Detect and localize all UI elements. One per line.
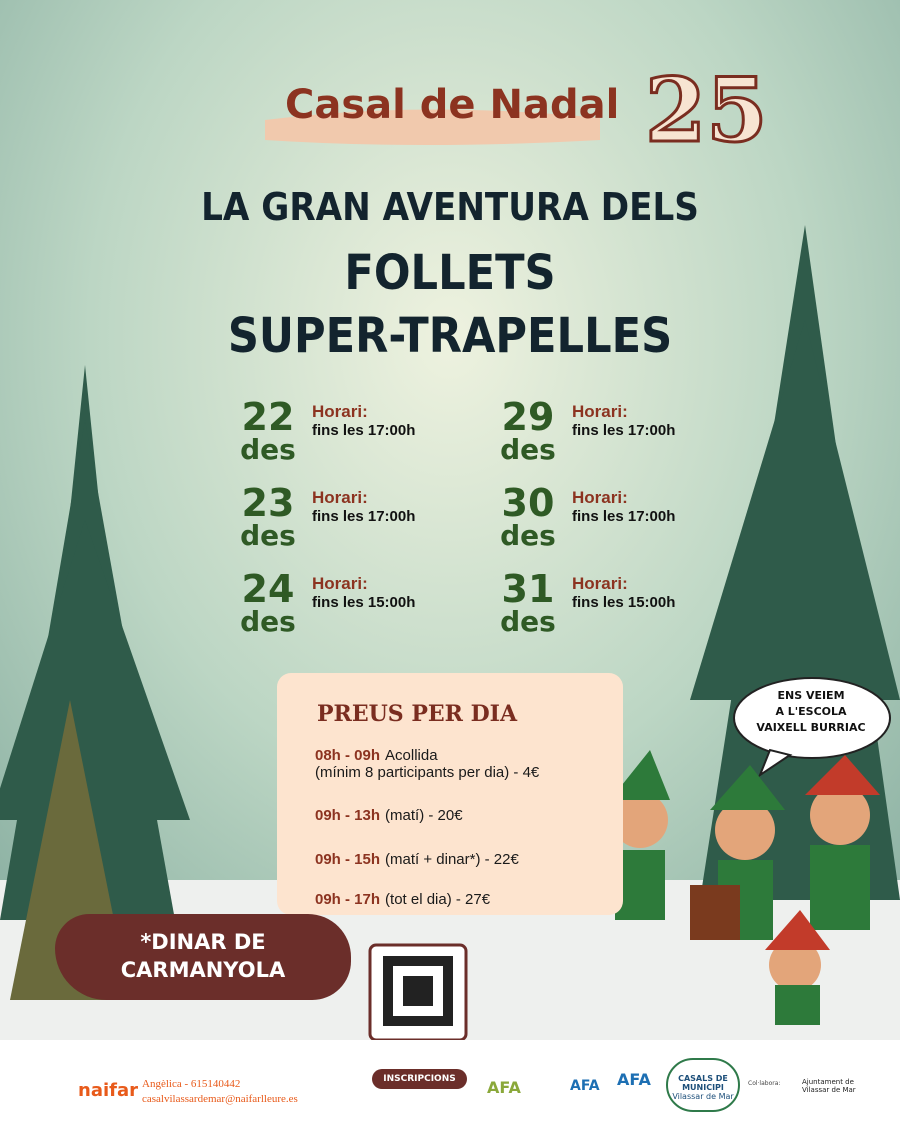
hours-label: Horari: bbox=[572, 488, 628, 507]
date: 24 des bbox=[228, 570, 308, 636]
headline: FOLLETS bbox=[344, 245, 556, 301]
hours: Horari: fins les 17:00h bbox=[572, 402, 675, 439]
speech-line: ENS VEIEM bbox=[777, 689, 845, 702]
headline: LA GRAN AVENTURA DELS bbox=[201, 185, 699, 229]
logo: AFA bbox=[617, 1070, 651, 1089]
logo: AFA bbox=[487, 1078, 521, 1097]
email: casalvilassardemar@naifarlleure.es bbox=[142, 1093, 298, 1105]
hours-text: fins les 15:00h bbox=[572, 594, 676, 611]
hours: Horari: fins les 15:00h bbox=[312, 574, 415, 611]
date: 31 des bbox=[488, 570, 568, 636]
collab: Col·labora: bbox=[748, 1080, 781, 1087]
speech-line: VAIXELL BURRIAC bbox=[756, 721, 866, 734]
year: 25 bbox=[643, 57, 768, 164]
day-number: 31 bbox=[501, 567, 555, 611]
hours-label: Horari: bbox=[572, 574, 628, 593]
price-text: (tot el dia) - 27€ bbox=[385, 891, 491, 908]
speech-line: A L'ESCOLA bbox=[775, 705, 847, 718]
price-time: 09h - 13h bbox=[315, 807, 381, 824]
speech-bubble: ENS VEIEM A L'ESCOLA VAIXELL BURRIAC bbox=[736, 688, 886, 736]
lunch-note: *DINAR DE CARMANYOLA bbox=[55, 914, 351, 1000]
price-time: 09h - 15h bbox=[315, 851, 381, 868]
date: 30 des bbox=[488, 484, 568, 550]
price-box: PREUS PER DIA 08h - 09h Acollida (mínim 8 … bbox=[277, 673, 623, 915]
note-line: CARMANYOLA bbox=[120, 958, 286, 982]
price-time: 09h - 17h bbox=[315, 891, 381, 908]
month: des bbox=[500, 519, 556, 552]
hours-label: Horari: bbox=[572, 402, 628, 421]
month: des bbox=[500, 605, 556, 638]
headline: SUPER-TRAPELLES bbox=[227, 308, 673, 364]
council: Ajuntament de Vilassar de Mar bbox=[802, 1078, 856, 1094]
hours-text: fins les 17:00h bbox=[312, 422, 416, 439]
logo-text: Vilassar de Mar bbox=[672, 1092, 734, 1101]
price-item: 09h - 17h (tot el dia) - 27€ bbox=[315, 891, 490, 908]
price-time: 08h - 09h bbox=[315, 747, 381, 764]
hours: Horari: fins les 15:00h bbox=[572, 574, 675, 611]
qr-label: INSCRIPCIONS bbox=[372, 1069, 467, 1089]
day-number: 23 bbox=[241, 481, 295, 525]
hours-text: fins les 17:00h bbox=[572, 508, 676, 525]
day-number: 29 bbox=[501, 395, 555, 439]
hours: Horari: fins les 17:00h bbox=[312, 488, 415, 525]
price-item: 09h - 13h (matí) - 20€ bbox=[315, 807, 463, 824]
hours-label: Horari: bbox=[312, 574, 368, 593]
month: des bbox=[500, 433, 556, 466]
date: 22 des bbox=[228, 398, 308, 464]
day-number: 30 bbox=[501, 481, 555, 525]
hours-label: Horari: bbox=[312, 402, 368, 421]
date: 29 des bbox=[488, 398, 568, 464]
price-text: (matí + dinar*) - 22€ bbox=[385, 851, 519, 868]
price-text: Acollida bbox=[385, 747, 438, 764]
logo: AFA bbox=[570, 1078, 600, 1094]
price-title: PREUS PER DIA bbox=[317, 701, 518, 727]
price-note: (mínim 8 participants per dia) - 4€ bbox=[315, 764, 540, 781]
note-line: *DINAR DE bbox=[140, 930, 266, 954]
price-item: 09h - 15h (matí + dinar*) - 22€ bbox=[315, 851, 519, 868]
logo-text: CASALS DE MUNICIPI bbox=[678, 1074, 728, 1092]
hours-text: fins les 15:00h bbox=[312, 594, 416, 611]
month: des bbox=[240, 433, 296, 466]
hours-text: fins les 17:00h bbox=[312, 508, 416, 525]
hours: Horari: fins les 17:00h bbox=[572, 488, 675, 525]
price-item: 08h - 09h Acollida (mínim 8 participants p… bbox=[315, 747, 539, 781]
month: des bbox=[240, 519, 296, 552]
day-number: 24 bbox=[241, 567, 295, 611]
title: Casal de Nadal bbox=[285, 82, 620, 128]
date: 23 des bbox=[228, 484, 308, 550]
day-number: 22 bbox=[241, 395, 295, 439]
hours-text: fins les 17:00h bbox=[572, 422, 676, 439]
price-text: (matí) - 20€ bbox=[385, 807, 463, 824]
hours-label: Horari: bbox=[312, 488, 368, 507]
contact: Angèlica - 615140442 bbox=[142, 1078, 241, 1090]
brand: naifar bbox=[78, 1080, 138, 1101]
month: des bbox=[240, 605, 296, 638]
hours: Horari: fins les 17:00h bbox=[312, 402, 415, 439]
